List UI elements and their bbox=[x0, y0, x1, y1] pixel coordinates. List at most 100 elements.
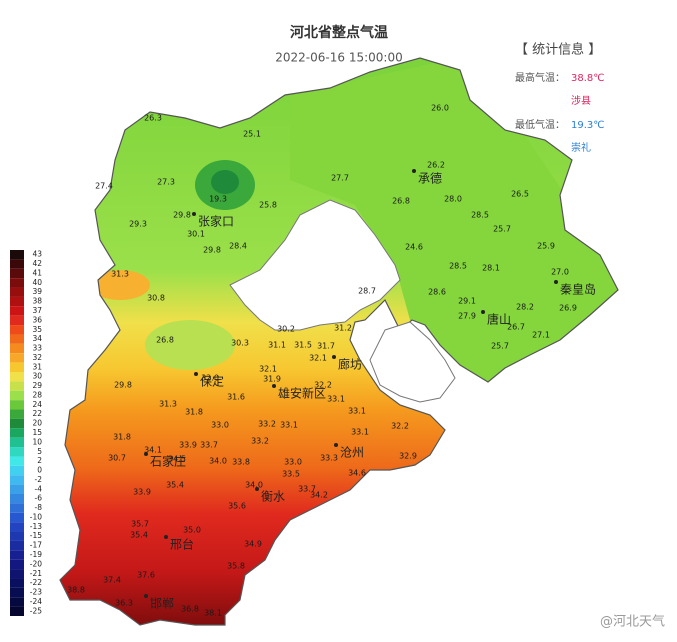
min-value: 19.3℃ bbox=[571, 120, 605, 131]
stats-heading: 【 统计信息 】 bbox=[515, 42, 601, 58]
legend-swatch bbox=[10, 447, 24, 457]
station-temp: 25.7 bbox=[491, 342, 509, 351]
station-temp: 28.6 bbox=[428, 288, 446, 297]
tianjin bbox=[369, 321, 456, 403]
legend-label: -19 bbox=[30, 550, 42, 559]
city-dot bbox=[412, 169, 416, 173]
station-temp: 32.0 bbox=[201, 374, 219, 383]
legend-label: -8 bbox=[35, 503, 43, 512]
legend-label: -23 bbox=[30, 588, 42, 597]
legend-label: 43 bbox=[32, 250, 42, 259]
station-temp: 27.0 bbox=[551, 268, 569, 277]
legend-swatch bbox=[10, 268, 24, 279]
station-temp: 34.0 bbox=[245, 481, 263, 490]
station-temp: 33.2 bbox=[251, 437, 269, 446]
station-temp: 25.7 bbox=[493, 225, 511, 234]
legend-swatch bbox=[10, 287, 24, 297]
station-temp: 31.7 bbox=[317, 342, 335, 351]
legend-label: -4 bbox=[35, 484, 43, 493]
legend-label: 24 bbox=[32, 400, 42, 409]
station-temp: 38.8 bbox=[67, 586, 85, 595]
station-temp: 34.6 bbox=[348, 469, 366, 478]
station-temp: 31.6 bbox=[227, 393, 245, 402]
station-temp: 33.1 bbox=[280, 421, 298, 430]
legend-swatch bbox=[10, 343, 24, 354]
legend-swatch bbox=[10, 306, 24, 316]
station-temp: 33.9 bbox=[179, 441, 197, 450]
legend-label: 29 bbox=[32, 381, 42, 390]
city-name: 秦皇岛 bbox=[560, 282, 596, 297]
station-temp: 28.7 bbox=[358, 287, 376, 296]
city-name: 衡水 bbox=[261, 490, 285, 504]
legend-label: 36 bbox=[32, 315, 42, 324]
legend-label: 38 bbox=[32, 297, 42, 306]
legend-label: -21 bbox=[30, 569, 42, 578]
station-temp: 28.1 bbox=[482, 264, 500, 273]
legend-swatch bbox=[10, 353, 24, 363]
city-dot bbox=[164, 535, 168, 539]
legend-label: -15 bbox=[30, 531, 42, 540]
station-temp: 32.9 bbox=[399, 452, 417, 461]
station-temp: 31.3 bbox=[159, 400, 177, 409]
legend-swatch bbox=[10, 381, 24, 391]
legend-swatch bbox=[10, 325, 24, 335]
legend-label: 10 bbox=[32, 437, 42, 446]
station-temp: 33.7 bbox=[298, 485, 316, 494]
station-temp: 35.6 bbox=[228, 502, 246, 511]
legend-label: 28 bbox=[32, 390, 42, 399]
station-temp: 37.6 bbox=[137, 571, 155, 580]
station-temp: 29.8 bbox=[173, 211, 191, 220]
station-temp: 35.4 bbox=[166, 481, 184, 490]
station-temp: 31.1 bbox=[268, 341, 286, 350]
legend-swatch bbox=[10, 559, 24, 570]
station-temp: 31.9 bbox=[263, 375, 281, 384]
legend-swatch bbox=[10, 550, 24, 560]
legend-swatch bbox=[10, 587, 24, 598]
station-temp: 29.8 bbox=[203, 246, 221, 255]
legend-swatch bbox=[10, 400, 24, 410]
legend-swatch bbox=[10, 259, 24, 269]
title: 河北省整点气温 bbox=[290, 24, 388, 41]
station-temp: 31.5 bbox=[294, 341, 312, 350]
station-temp: 28.2 bbox=[516, 303, 534, 312]
province-fill bbox=[60, 58, 618, 625]
station-temp: 25.1 bbox=[243, 130, 261, 139]
city-name: 廊坊 bbox=[338, 357, 362, 372]
legend-label: 35 bbox=[32, 325, 42, 334]
station-temp: 26.7 bbox=[507, 323, 525, 332]
legend-swatch bbox=[10, 409, 24, 419]
legend-label: 22 bbox=[32, 409, 42, 418]
city-name: 雄安新区 bbox=[278, 386, 326, 401]
max-label: 最高气温： bbox=[515, 71, 565, 84]
station-temp: 26.3 bbox=[144, 114, 162, 123]
station-temp: 34.0 bbox=[209, 457, 227, 466]
station-temp: 34.1 bbox=[144, 446, 162, 455]
station-temp: 37.4 bbox=[103, 576, 121, 585]
city-dot bbox=[144, 452, 148, 456]
datetime: 2022-06-16 15:00:00 bbox=[275, 51, 402, 65]
station-temp: 30.1 bbox=[187, 230, 205, 239]
legend-swatch bbox=[10, 475, 24, 485]
legend-swatch bbox=[10, 484, 24, 494]
station-temp: 31.2 bbox=[334, 324, 352, 333]
legend-swatch bbox=[10, 503, 24, 513]
legend-label: 5 bbox=[37, 447, 42, 456]
legend-label: -17 bbox=[30, 541, 42, 550]
legend-swatch bbox=[10, 494, 24, 504]
station-temp: 29.8 bbox=[114, 381, 132, 390]
legend-swatch bbox=[10, 540, 24, 551]
legend-swatch bbox=[10, 390, 24, 401]
legend-label: 30 bbox=[32, 372, 42, 381]
legend-swatch bbox=[10, 437, 24, 448]
legend-label: 34 bbox=[32, 334, 42, 343]
legend-label: 41 bbox=[32, 268, 42, 277]
legend-label: -10 bbox=[30, 512, 42, 521]
station-temp: 30.3 bbox=[231, 339, 249, 348]
legend-label: -6 bbox=[35, 494, 43, 503]
station-temp: 33.3 bbox=[320, 454, 338, 463]
station-temp: 33.9 bbox=[133, 488, 151, 497]
station-temp: 28.4 bbox=[229, 242, 247, 251]
city-dot bbox=[255, 487, 259, 491]
station-temp: 31.3 bbox=[111, 270, 129, 279]
